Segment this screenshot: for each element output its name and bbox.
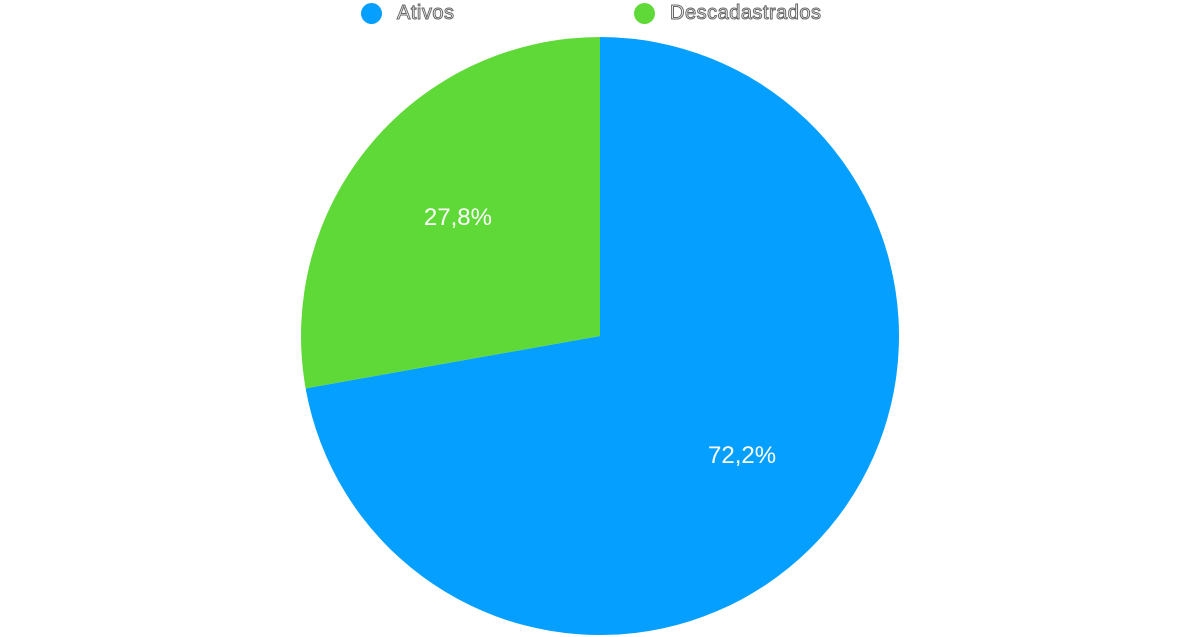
data-label-descadastrados: 27,8% bbox=[424, 204, 492, 231]
legend-item-ativos[interactable]: Ativos bbox=[361, 2, 455, 25]
legend-item-descadastrados[interactable]: Descadastrados bbox=[634, 2, 822, 25]
legend-label-ativos: Ativos bbox=[396, 2, 455, 25]
legend-label-descadastrados: Descadastrados bbox=[670, 2, 822, 25]
pie-slice-descadastrados[interactable] bbox=[300, 37, 600, 389]
legend-swatch-descadastrados bbox=[634, 2, 655, 24]
pie-slice-ativos[interactable] bbox=[305, 37, 900, 635]
chart-legend: Ativos Descadastrados bbox=[0, 0, 1200, 28]
data-label-ativos: 72,2% bbox=[708, 442, 776, 469]
legend-swatch-ativos bbox=[361, 2, 382, 24]
